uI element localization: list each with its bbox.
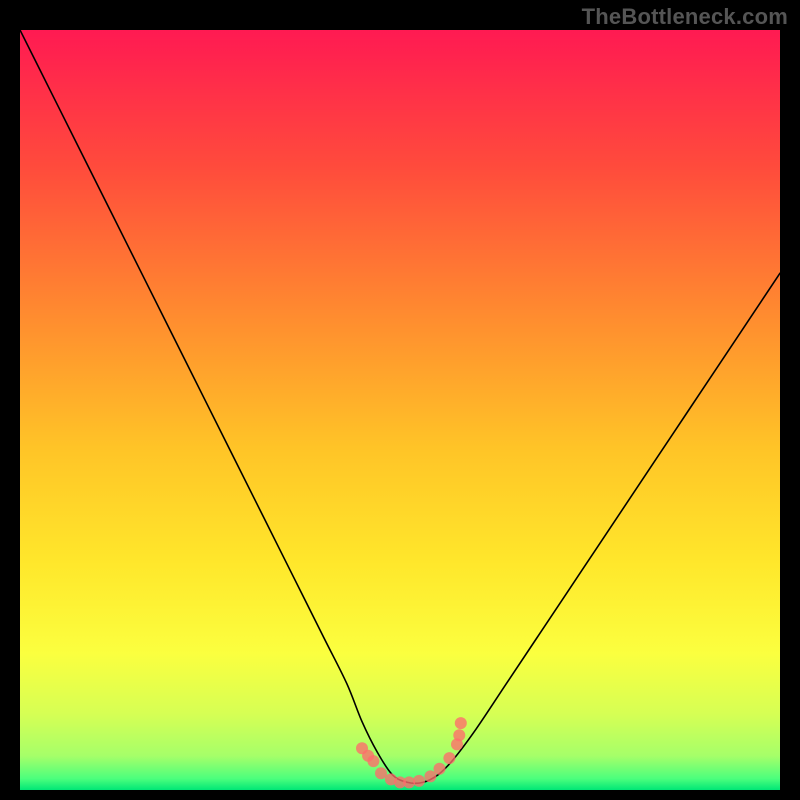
bottleneck-curve	[20, 30, 780, 783]
curve-marker	[455, 717, 467, 729]
curve-marker	[413, 775, 425, 787]
watermark-text: TheBottleneck.com	[582, 4, 788, 30]
curve-marker	[443, 752, 455, 764]
chart-frame: TheBottleneck.com	[0, 0, 800, 800]
curve-markers	[356, 717, 467, 788]
curve-marker	[367, 755, 379, 767]
chart-plot	[20, 30, 780, 790]
curve-marker	[434, 763, 446, 775]
curve-marker	[453, 729, 465, 741]
